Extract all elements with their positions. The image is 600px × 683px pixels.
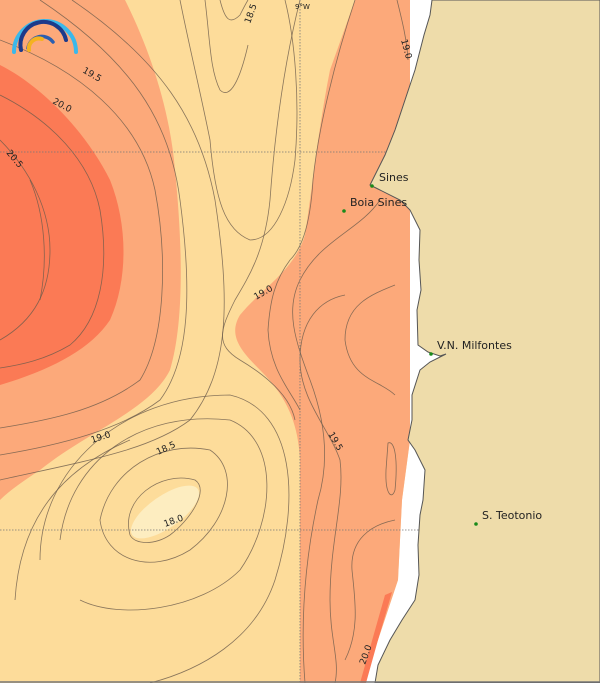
band-19-20-coastal: [235, 0, 410, 683]
logo-icon: [12, 19, 78, 54]
place-label: Boia Sines: [350, 196, 407, 209]
place-label: Sines: [379, 171, 409, 184]
place-boia-sines[interactable]: Boia Sines: [342, 196, 407, 213]
grid-label: 9°W: [295, 3, 310, 11]
band-above-20: [0, 65, 124, 385]
place-label: V.N. Milfontes: [437, 339, 512, 352]
station-marker: [370, 184, 374, 188]
place-vn-milfontes[interactable]: V.N. Milfontes: [429, 339, 512, 356]
place-label: S. Teotonio: [482, 509, 542, 522]
land: [369, 0, 600, 683]
station-marker: [429, 352, 433, 356]
band-below-18: [130, 485, 200, 539]
place-sines[interactable]: Sines: [370, 171, 409, 188]
station-marker: [342, 209, 346, 213]
station-marker: [474, 522, 478, 526]
contour-lines: [0, 0, 409, 683]
band-above-20-coastal: [360, 592, 392, 683]
place-s-teotonio[interactable]: S. Teotonio: [474, 509, 542, 526]
